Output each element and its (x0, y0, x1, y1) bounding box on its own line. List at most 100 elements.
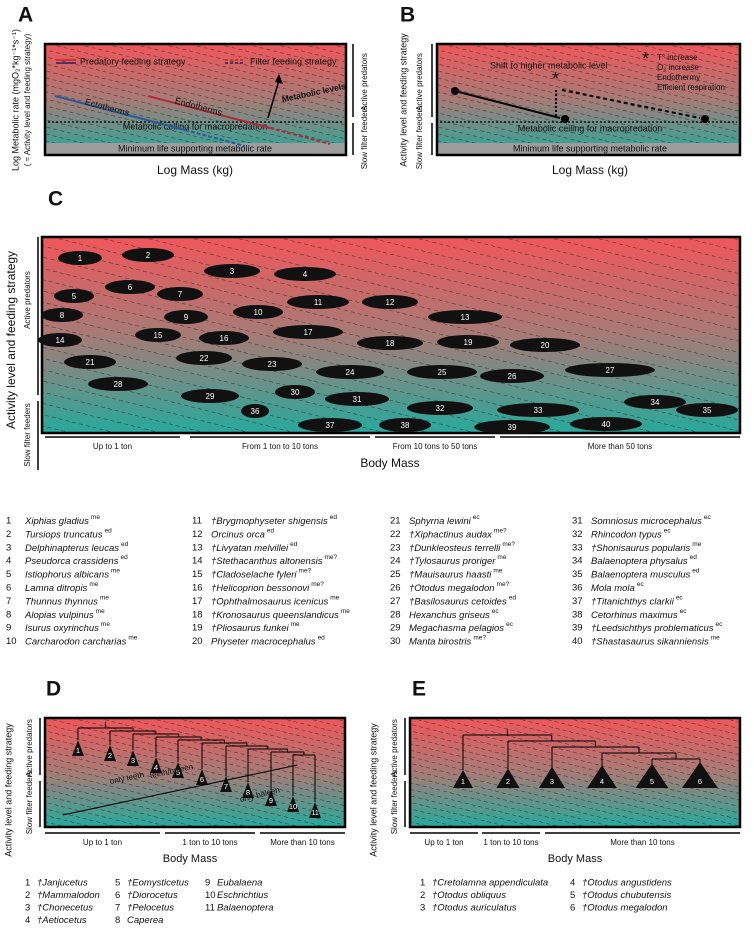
animal-silhouette (298, 418, 362, 432)
tag: me (493, 567, 502, 574)
species-name: †Shastasaurus sikanniensis me (591, 634, 720, 647)
species-name: Physeter macrocephalus ed (211, 634, 325, 647)
label: Log Mass (kg) (157, 163, 233, 177)
diagonal (45, 723, 345, 800)
name: Xiphias gladius (24, 516, 89, 527)
species-number: 7 (6, 596, 11, 607)
name: Tursiops truncatus (25, 529, 103, 540)
separator (62, 764, 298, 816)
animal-silhouette (199, 331, 249, 345)
path-line (454, 90, 561, 119)
label: Log Mass (kg) (552, 163, 628, 177)
taxon-name: †Aetiocetus (37, 915, 87, 926)
name: Carcharodon carcharias (25, 636, 127, 647)
name: †Helicoprion bessonovi (211, 583, 310, 594)
species-number: 16 (192, 583, 203, 594)
diagonal (45, 782, 223, 827)
silhouette-number: 11 (314, 298, 323, 307)
animal-silhouette (316, 365, 384, 379)
species-number: 1 (6, 516, 11, 527)
animal-silhouette (274, 267, 336, 281)
tip-number: 3 (131, 756, 135, 765)
animal-silhouette (273, 325, 343, 339)
panel-border (43, 716, 347, 829)
species-name: †Ophthalmosaurus icenicus me (211, 594, 340, 607)
diagonal (437, 98, 663, 155)
animal-silhouette (676, 403, 738, 417)
species-name: Manta birostris me? (409, 634, 486, 647)
star: * (552, 69, 559, 89)
diagonal (410, 718, 740, 801)
name: †Dunkleosteus terrelli (409, 542, 501, 553)
diagonal (45, 63, 346, 140)
animal-silhouette (54, 289, 94, 303)
point (701, 115, 709, 123)
panel-label: D (46, 678, 61, 701)
species-number: 10 (6, 636, 17, 647)
silhouette-number: 30 (291, 388, 300, 397)
diagonal (276, 237, 740, 354)
animal-silhouette (181, 389, 239, 403)
taxon-number: 11 (205, 903, 215, 914)
diagonal (410, 769, 640, 827)
animal-silhouette (474, 420, 550, 434)
silhouette-number: 5 (72, 292, 77, 301)
diagonal (437, 119, 579, 155)
label: Up to 1 ton (93, 442, 132, 451)
silhouette-number: 24 (346, 368, 355, 377)
diagonal (45, 77, 346, 154)
animal-silhouette (407, 365, 477, 379)
taxon-number: 6 (570, 903, 575, 914)
tag: ed (692, 567, 700, 574)
diagonal (410, 756, 692, 827)
silhouette-number: 3 (230, 267, 235, 276)
tip-number: 6 (200, 775, 204, 784)
arrowhead (275, 74, 283, 84)
point (561, 115, 569, 123)
tooth (538, 766, 566, 788)
diagonal (45, 795, 171, 827)
label: Minimum life supporting metabolic rate (118, 143, 272, 153)
tooth (587, 765, 617, 788)
silhouette-number: 36 (251, 407, 260, 416)
label: Minimum life supporting metabolic rate (513, 143, 667, 153)
silhouette-number: 4 (303, 270, 308, 279)
label: Body Mass (360, 456, 419, 470)
tooth (496, 768, 520, 788)
name: Orcinus orca (211, 529, 265, 540)
diagonal (410, 775, 614, 827)
silhouette-number: 15 (154, 331, 163, 340)
animal-silhouette (241, 404, 269, 418)
diagonal (45, 788, 197, 827)
diagonal (42, 369, 297, 433)
species-number: 30 (390, 636, 401, 647)
panel-border (408, 716, 742, 829)
name: Sphyrna lewini (409, 516, 472, 527)
axis-label: Activity level and feeding strategy (3, 723, 13, 857)
species-number: 31 (572, 516, 583, 527)
diagonal (410, 730, 740, 814)
species-name: Balaenoptera musculus ed (591, 567, 700, 580)
diagonal (437, 91, 691, 155)
label: More than 10 tons (610, 838, 674, 847)
tag: me (128, 634, 137, 641)
silhouette-number: 27 (606, 366, 615, 375)
species-number: 14 (192, 556, 203, 567)
silhouette-number: 23 (268, 360, 277, 369)
tooth (635, 763, 669, 788)
diagonal (437, 63, 740, 140)
label: Shift to higher metabolic level (490, 60, 608, 70)
species-number: 33 (572, 542, 583, 553)
animal-silhouette (325, 392, 389, 406)
tag: ed (330, 514, 338, 521)
name: †Titanichthys clarkii (591, 596, 675, 607)
axis-label: Active predators (390, 719, 399, 777)
taxon-number: 6 (115, 890, 120, 901)
name: †Pliosaurus funkei (211, 623, 290, 634)
tag: ed (509, 594, 517, 601)
taxon-number: 8 (115, 915, 120, 926)
minimum-band (45, 143, 346, 155)
label: More than 10 tons (270, 838, 334, 847)
diagonal (45, 749, 345, 826)
tag: ec (473, 514, 481, 521)
